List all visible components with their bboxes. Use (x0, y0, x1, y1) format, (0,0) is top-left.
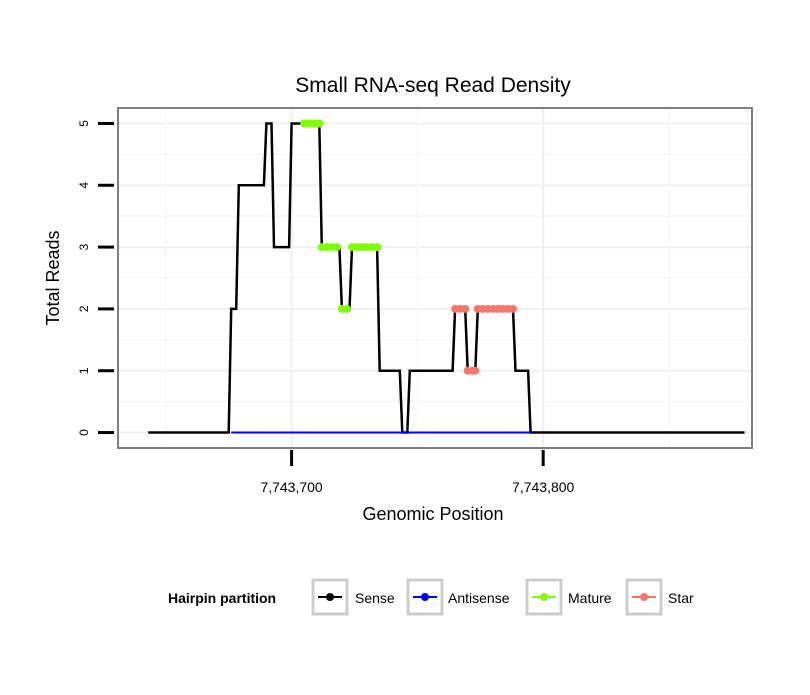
y-tick-label: 3 (77, 243, 91, 250)
legend-label: Mature (568, 590, 612, 606)
legend-key-point (540, 593, 548, 601)
grid-lines (118, 108, 752, 448)
legend-label: Sense (355, 590, 395, 606)
x-tick-label: 7,743,700 (260, 479, 322, 495)
chart-title: Small RNA-seq Read Density (295, 74, 571, 97)
legend-key-point (640, 593, 648, 601)
data-point-mature (373, 243, 382, 252)
data-point-star (461, 304, 470, 313)
data-point-mature (332, 243, 341, 252)
series-layer (148, 119, 745, 434)
x-tick-label: 7,743,800 (512, 479, 574, 495)
legend-title: Hairpin partition (168, 590, 276, 606)
legend: Hairpin partition Sense Antisense Mature St… (168, 578, 694, 616)
axes: 0 1 2 3 4 5 7,743,700 7,743,800 (77, 120, 575, 495)
legend-item-sense: Sense (311, 578, 395, 616)
legend-item-antisense: Antisense (406, 578, 510, 616)
y-tick-label: 0 (77, 429, 91, 436)
y-tick-label: 1 (77, 367, 91, 374)
data-point-mature (315, 119, 324, 128)
legend-key-point (326, 593, 334, 601)
legend-label: Antisense (448, 590, 510, 606)
data-point-star (508, 304, 517, 313)
legend-item-mature: Mature (525, 578, 612, 616)
y-tick-label: 2 (77, 305, 91, 312)
legend-item-star: Star (625, 578, 694, 616)
y-tick-label: 5 (77, 120, 91, 127)
legend-label: Star (668, 590, 694, 606)
y-tick-label: 4 (77, 182, 91, 189)
x-axis-label: Genomic Position (362, 504, 503, 524)
plot-panel-border (117, 107, 753, 449)
y-axis-label: Total Reads (43, 230, 63, 325)
data-point-star (471, 366, 480, 375)
legend-key-point (421, 593, 429, 601)
legend-items: Sense Antisense Mature Star (311, 578, 694, 616)
data-point-mature (342, 304, 351, 313)
